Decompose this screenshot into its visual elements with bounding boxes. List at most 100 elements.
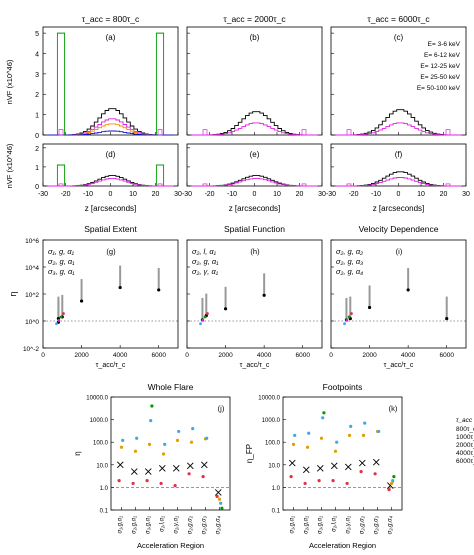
legend-entry: 2000τ_c: [456, 442, 474, 449]
category-label: σ₂,g,α₁: [132, 516, 138, 534]
y-tick-label: 1: [35, 113, 39, 120]
x-tick-label: 10: [417, 191, 425, 198]
data-point: [223, 307, 228, 311]
x-tick-label: 6000: [439, 352, 454, 359]
series-line: [191, 122, 318, 136]
legend-entry: E= 6-12 keV: [424, 52, 461, 59]
data-point: [445, 317, 449, 321]
data-marker: [331, 478, 335, 483]
data-marker: [289, 475, 293, 479]
footpoint-bump: [445, 183, 451, 187]
panel-label: (a): [106, 33, 116, 42]
x-tick-label: 0: [253, 191, 257, 198]
y-tick-label: 0: [35, 133, 39, 140]
data-marker: [319, 436, 324, 440]
data-point: [55, 322, 58, 326]
x-axis-label: z [arcseconds]: [85, 204, 137, 213]
footpoint-bump: [202, 183, 208, 187]
legend-entry: σ₂, γ, α₁: [192, 267, 219, 276]
data-marker: [173, 484, 177, 488]
panel-label: (i): [396, 247, 403, 256]
data-point: [262, 293, 266, 297]
data-marker: [307, 431, 311, 435]
data-point: [206, 312, 209, 315]
profile-panel-frame: [186, 26, 323, 136]
panel-label: (h): [250, 247, 260, 256]
data-marker: [149, 419, 153, 423]
data-marker: [214, 489, 222, 496]
legend-entry: 6000τ_c: [456, 458, 474, 465]
data-point: [118, 285, 122, 290]
column-title: τ_acc = 2000τ_c: [223, 14, 286, 24]
footpoint-spike: [155, 32, 165, 135]
legend-entry: σ₂, l, α₁: [192, 247, 217, 256]
panel-title: Velocity Dependence: [359, 224, 439, 234]
panel-label: (c): [394, 33, 404, 42]
y-tick-label: 1.0: [272, 486, 281, 492]
category-label: σ₂,l,α₁: [332, 516, 338, 532]
data-marker: [177, 429, 181, 434]
series-line: [191, 177, 318, 187]
legend-entry: 800τ_c: [456, 426, 474, 433]
x-tick-label: 4000: [257, 352, 272, 359]
x-tick-label: 0: [109, 191, 113, 198]
footpoint-spike: [56, 32, 66, 135]
x-tick-label: -20: [204, 191, 214, 198]
data-point: [347, 315, 351, 319]
data-marker: [391, 478, 395, 483]
x-tick-label: 6000: [151, 352, 166, 359]
x-tick-label: 0: [41, 352, 45, 359]
panel-title: Footpoints: [323, 382, 363, 392]
data-marker: [220, 506, 224, 510]
data-marker: [322, 411, 326, 415]
panel-title: Spatial Extent: [84, 224, 137, 234]
data-marker: [330, 462, 338, 470]
legend-entry: 1000τ_c: [456, 434, 474, 441]
legend-entry: σ₂, g, α₁: [192, 257, 219, 266]
category-label: σ₂,γ,α₁: [174, 516, 180, 534]
category-label: σ₃,g,α₁: [146, 516, 152, 534]
y-tick-label: 100.0: [265, 441, 281, 447]
series-line: [335, 109, 462, 136]
category-label: σ₁,g,α₁: [290, 516, 296, 534]
y-axis-label: nVF (x10^46): [5, 143, 14, 188]
y-axis-label: η: [73, 451, 82, 455]
x-tick-label: 30: [174, 191, 182, 198]
data-point: [203, 315, 207, 319]
data-marker: [186, 462, 194, 470]
data-marker: [130, 468, 138, 475]
y-axis-label: η_FP: [245, 444, 254, 463]
y-tick-label: 10.0: [268, 463, 280, 469]
y-tick-label: 0.1: [100, 509, 109, 515]
footpoint-spike: [56, 164, 66, 186]
data-marker: [358, 459, 366, 467]
legend-entry: E= 25-50 keV: [420, 74, 460, 81]
footpoint-bump: [346, 129, 352, 136]
x-tick-label: 4000: [113, 352, 128, 359]
x-tick-label: 0: [329, 352, 333, 359]
series-line: [335, 122, 462, 136]
data-marker: [361, 433, 366, 437]
data-point: [157, 288, 161, 292]
category-label: σ₂,g,α₃: [202, 515, 208, 534]
y-tick-label: 10000.0: [258, 396, 280, 402]
footpoint-bump: [202, 129, 208, 136]
x-axis-label: τ_acc/τ_c: [96, 362, 126, 369]
series-line: [47, 130, 174, 136]
footpoint-bump: [301, 183, 307, 187]
data-marker: [135, 436, 139, 440]
data-marker: [291, 442, 296, 446]
data-marker: [317, 478, 321, 483]
y-tick-label: 2: [35, 92, 39, 99]
data-marker: [347, 433, 352, 437]
x-tick-label: 0: [397, 191, 401, 198]
x-tick-label: 0: [185, 352, 189, 359]
legend-entry: E= 50-100 keV: [417, 85, 461, 92]
x-tick-label: -10: [83, 191, 93, 198]
x-tick-label: -30: [326, 191, 336, 198]
data-marker: [392, 475, 396, 479]
data-marker: [219, 501, 223, 505]
category-label: σ₂,γ,α₁: [346, 516, 352, 534]
legend-entry: E= 3-6 keV: [428, 41, 461, 48]
